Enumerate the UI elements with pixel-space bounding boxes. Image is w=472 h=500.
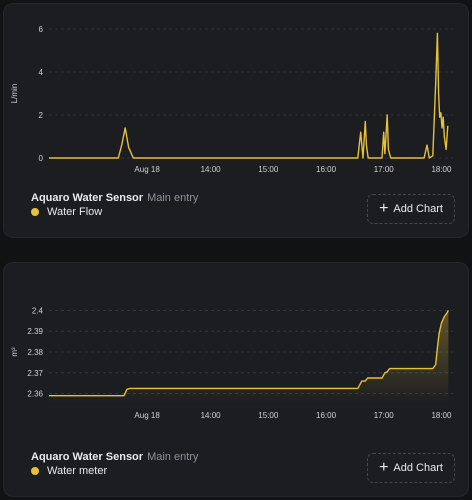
x-tick-label: 16:00 (316, 411, 337, 420)
legend-dot-icon (31, 208, 39, 216)
plus-icon: + (379, 459, 389, 476)
entity-name[interactable]: Aquaro Water Sensor (31, 451, 144, 463)
plus-icon: + (379, 200, 389, 217)
add-chart-button[interactable]: + Add Chart (367, 453, 455, 483)
y-tick-label: 2.38 (27, 348, 43, 357)
add-chart-label: Add Chart (393, 203, 443, 215)
x-tick-label: Aug 18 (134, 165, 160, 174)
x-tick-label: 17:00 (374, 411, 395, 420)
entity-subtitle: Main entry (147, 192, 199, 204)
y-tick-label: 4 (39, 68, 44, 77)
water-flow-chart: 0 2 4 6 Aug 18 14:00 15:00 16:00 17:00 18:00 L/min (10, 25, 453, 174)
x-tick-label: 15:00 (258, 165, 279, 174)
series-area (49, 310, 449, 404)
add-chart-button[interactable]: + Add Chart (367, 194, 455, 224)
legend-label: Water Flow (47, 206, 103, 218)
x-tick-label: 14:00 (201, 411, 222, 420)
add-chart-label: Add Chart (393, 462, 443, 474)
series-line[interactable] (49, 32, 449, 159)
water-meter-chart: 2.36 2.37 2.38 2.39 2.4 Aug 18 14:00 15:00 16:00… (10, 306, 453, 420)
entity-subtitle: Main entry (147, 451, 199, 463)
y-tick-label: 0 (39, 154, 44, 163)
y-tick-label: 6 (39, 25, 44, 34)
entity-name[interactable]: Aquaro Water Sensor (31, 192, 144, 204)
x-tick-label: 14:00 (201, 165, 222, 174)
chart-title-row: Aquaro Water Sensor Main entry (31, 192, 198, 204)
y-tick-label: 2.37 (27, 369, 43, 378)
chart-legend[interactable]: Water Flow (31, 206, 102, 218)
history-card-water-flow: 0 2 4 6 Aug 18 14:00 15:00 16:00 17:00 18:00 L/min… (3, 3, 469, 238)
y-tick-label: 2.36 (27, 390, 43, 399)
y-axis-label: L/min (10, 84, 19, 104)
x-tick-label: 18:00 (431, 411, 452, 420)
series-line[interactable] (49, 310, 450, 397)
y-tick-label: 2.4 (32, 306, 44, 315)
legend-label: Water meter (47, 465, 108, 477)
y-axis-label: m³ (10, 347, 19, 357)
x-tick-label: Aug 18 (134, 411, 160, 420)
x-tick-label: 16:00 (316, 165, 337, 174)
x-tick-label: 18:00 (431, 165, 452, 174)
y-tick-label: 2 (39, 111, 44, 120)
legend-dot-icon (31, 467, 39, 475)
chart-title-row: Aquaro Water Sensor Main entry (31, 451, 198, 463)
x-tick-label: 17:00 (374, 165, 395, 174)
chart-legend[interactable]: Water meter (31, 465, 107, 477)
x-tick-label: 15:00 (258, 411, 279, 420)
y-tick-label: 2.39 (27, 327, 43, 336)
history-card-water-meter: 2.36 2.37 2.38 2.39 2.4 Aug 18 14:00 15:00 16:00… (3, 262, 469, 497)
